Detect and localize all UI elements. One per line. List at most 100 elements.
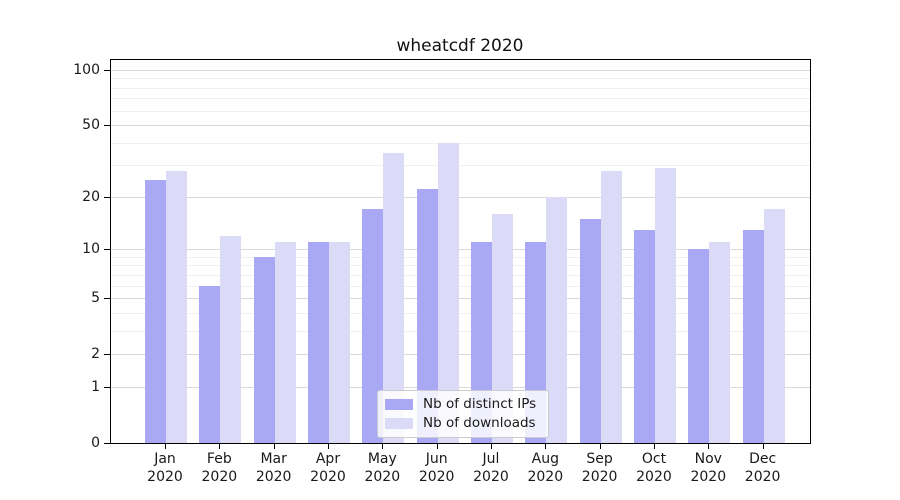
x-tick-year: 2020 — [147, 469, 183, 485]
x-tick-year: 2020 — [364, 469, 401, 485]
x-tick-month: Aug — [531, 451, 559, 467]
x-tick-month: Dec — [749, 451, 777, 467]
x-tick-month: Sep — [586, 451, 613, 467]
x-tick-year: 2020 — [744, 469, 781, 485]
chart-bar-distinct-ips — [579, 218, 601, 443]
x-tick-label: Dec 2020 — [733, 450, 793, 486]
chart-bar-distinct-ips — [253, 256, 275, 443]
legend-label-distinct-ips: Nb of distinct IPs — [423, 396, 537, 412]
x-tick-year: 2020 — [255, 469, 292, 485]
chart-bar-downloads — [491, 213, 513, 443]
y-gridline-major — [111, 196, 810, 198]
x-tick-month: Oct — [641, 451, 667, 467]
chart-bar-downloads — [274, 242, 296, 443]
x-tick-month: Feb — [206, 451, 232, 467]
x-tick-mark — [708, 444, 710, 449]
x-tick-mark — [545, 444, 547, 449]
y-tick-mark — [104, 386, 110, 388]
chart-bar-downloads — [383, 153, 405, 443]
y-gridline-minor — [111, 330, 810, 332]
x-tick-label: Oct 2020 — [624, 450, 684, 486]
chart-bar-distinct-ips — [362, 209, 384, 443]
x-tick-month: Jan — [154, 451, 176, 467]
legend-swatch-distinct-ips — [385, 398, 413, 410]
y-tick-mark — [104, 125, 110, 127]
x-tick-mark — [219, 444, 221, 449]
x-tick-year: 2020 — [690, 469, 727, 485]
x-tick-month: Jun — [425, 451, 448, 467]
y-gridline-minor — [111, 265, 810, 267]
y-gridline-minor — [111, 98, 810, 100]
x-tick-month: Apr — [315, 451, 341, 467]
x-tick-mark — [165, 444, 166, 449]
y-tick-label: 20 — [82, 188, 100, 205]
x-tick-year: 2020 — [201, 469, 238, 485]
chart-bar-distinct-ips — [145, 179, 166, 443]
legend: Nb of distinct IPs Nb of downloads — [377, 390, 549, 438]
x-tick-mark — [382, 444, 384, 449]
chart-bar-downloads — [220, 235, 242, 443]
x-tick-label: Jan 2020 — [135, 450, 195, 486]
chart-title: wheatcdf 2020 — [396, 36, 524, 56]
x-tick-mark — [327, 444, 329, 449]
y-tick-label: 50 — [82, 117, 100, 134]
legend-row: Nb of distinct IPs — [385, 396, 539, 412]
x-tick-label: Sep 2020 — [570, 450, 630, 486]
x-tick-year: 2020 — [473, 469, 509, 485]
y-gridline-minor — [111, 256, 810, 258]
x-tick-year: 2020 — [310, 469, 346, 485]
legend-swatch-downloads — [385, 417, 413, 429]
y-tick-label: 2 — [91, 346, 100, 363]
chart-bar-downloads — [166, 170, 187, 443]
chart-bar-downloads — [600, 170, 622, 443]
chart-bar-downloads — [437, 142, 459, 443]
x-tick-label: Apr 2020 — [298, 450, 358, 486]
y-gridline-minor — [111, 142, 810, 144]
y-gridline-minor — [111, 312, 810, 314]
y-tick-label: 5 — [91, 290, 100, 307]
x-tick-year: 2020 — [527, 469, 564, 485]
x-tick-month: Jul — [482, 451, 500, 467]
x-tick-year: 2020 — [581, 469, 618, 485]
chart-bar-distinct-ips — [742, 229, 764, 443]
x-tick-mark — [490, 444, 492, 449]
chart-bar-distinct-ips — [688, 249, 710, 443]
y-tick-mark — [104, 249, 110, 251]
x-tick-mark — [273, 444, 275, 449]
x-tick-month: Nov — [694, 451, 722, 467]
plot-area — [110, 59, 811, 444]
y-tick-mark — [104, 196, 110, 198]
x-tick-month: Mar — [260, 451, 287, 467]
y-gridline-minor — [111, 78, 810, 80]
y-tick-label: 10 — [82, 241, 100, 258]
y-tick-mark — [104, 298, 110, 300]
y-tick-mark — [104, 354, 110, 356]
x-tick-mark — [762, 444, 764, 449]
y-tick-label: 100 — [73, 61, 100, 78]
y-gridline-minor — [111, 274, 810, 276]
chart-bar-downloads — [709, 242, 731, 443]
y-gridline-major — [111, 125, 810, 127]
chart-bar-distinct-ips — [199, 285, 221, 443]
x-tick-mark — [653, 444, 655, 449]
chart-bar-downloads — [763, 209, 785, 443]
x-tick-mark — [599, 444, 601, 449]
chart-bar-downloads — [654, 168, 676, 443]
x-tick-label: Mar 2020 — [244, 450, 304, 486]
legend-label-downloads: Nb of downloads — [423, 415, 536, 431]
y-tick-label: 0 — [91, 435, 100, 451]
x-tick-label: Feb 2020 — [189, 450, 249, 486]
y-gridline-minor — [111, 165, 810, 167]
chart-bar-downloads — [328, 242, 350, 443]
y-gridline-major — [111, 249, 810, 251]
y-gridline-minor — [111, 110, 810, 112]
chart-bar-distinct-ips — [633, 229, 655, 443]
y-tick-mark — [104, 69, 110, 71]
y-gridline-minor — [111, 87, 810, 89]
x-tick-label: Aug 2020 — [515, 450, 575, 486]
y-gridline-major — [111, 298, 810, 300]
y-tick-mark — [104, 443, 110, 444]
x-tick-label: Nov 2020 — [678, 450, 738, 486]
x-tick-mark — [436, 444, 438, 449]
x-tick-label: Jun 2020 — [407, 450, 467, 486]
